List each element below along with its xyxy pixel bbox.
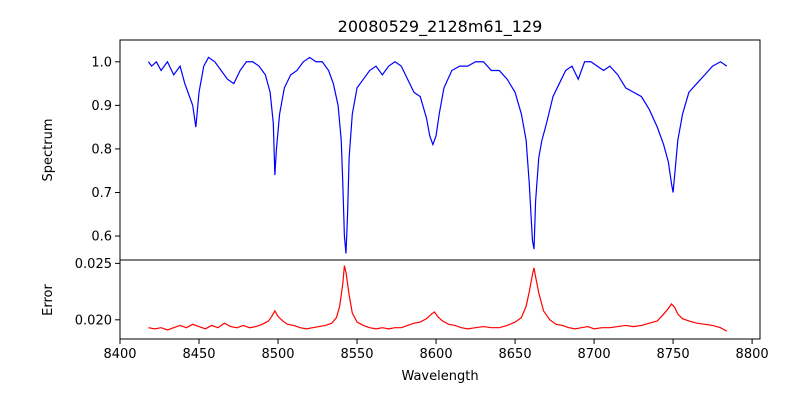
chart-title: 20080529_2128m61_129 bbox=[338, 17, 543, 37]
x-tick-label: 8800 bbox=[736, 347, 769, 362]
spectrum-y-tick-label: 1.0 bbox=[91, 55, 112, 70]
x-tick-label: 8650 bbox=[499, 347, 532, 362]
x-tick-label: 8700 bbox=[578, 347, 611, 362]
spectrum-y-tick-label: 0.8 bbox=[91, 142, 112, 157]
x-tick-label: 8500 bbox=[261, 347, 294, 362]
x-tick-label: 8400 bbox=[103, 347, 136, 362]
error-y-axis-label: Error bbox=[41, 284, 56, 316]
error-y-tick-label: 0.025 bbox=[75, 257, 112, 272]
error-x-ticks: 8400 8450 8500 8550 8600 8650 8700 8750 8800 bbox=[103, 339, 769, 362]
spectrum-y-ticks: 0.6 0.7 0.8 0.9 1.0 bbox=[91, 55, 120, 245]
error-axes-frame bbox=[119, 259, 761, 340]
spectrum-panel: 0.6 0.7 0.8 0.9 1.0 Spectrum bbox=[41, 39, 761, 261]
error-y-ticks: 0.020 0.025 bbox=[75, 257, 120, 328]
spectrum-y-tick-label: 0.7 bbox=[91, 186, 112, 201]
x-axis-label: Wavelength bbox=[401, 369, 478, 384]
spectrum-series-line bbox=[147, 56, 728, 254]
x-tick-label: 8750 bbox=[657, 347, 690, 362]
spectrum-y-axis-label: Spectrum bbox=[41, 119, 56, 182]
x-tick-label: 8550 bbox=[340, 347, 373, 362]
error-series-line bbox=[148, 265, 728, 332]
x-tick-label: 8450 bbox=[182, 347, 215, 362]
spectrum-y-tick-label: 0.6 bbox=[91, 230, 112, 245]
spectrum-y-tick-label: 0.9 bbox=[91, 99, 112, 114]
error-y-tick-label: 0.020 bbox=[75, 313, 112, 328]
x-tick-label: 8600 bbox=[420, 347, 453, 362]
